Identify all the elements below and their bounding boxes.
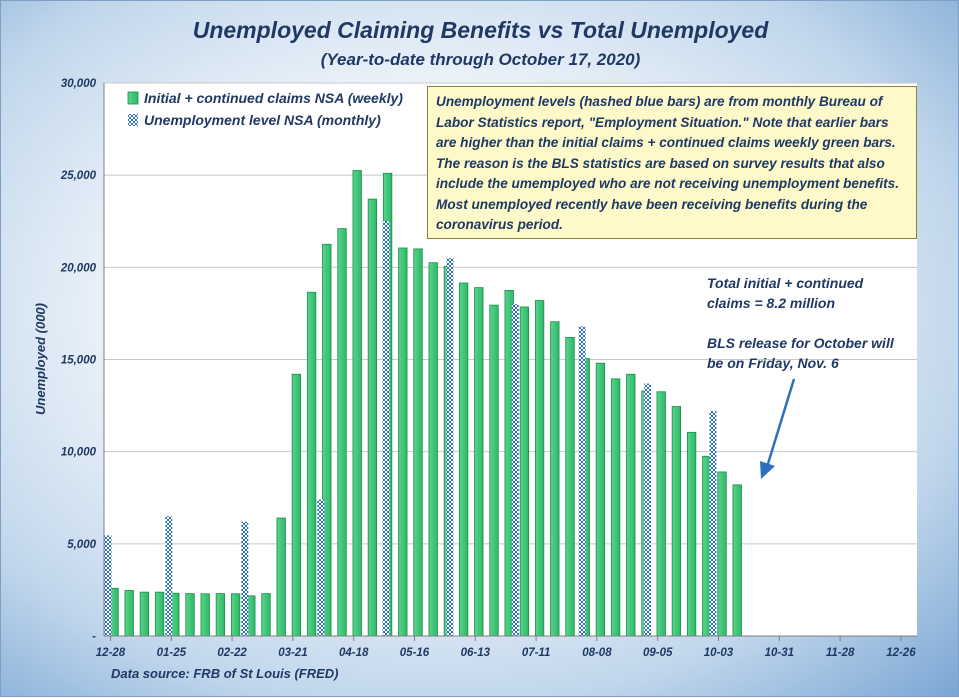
bar-claims: [398, 247, 408, 637]
bar-claims: [352, 170, 362, 637]
annotation: Total initial + continued claims = 8.2 m…: [707, 273, 907, 373]
bar-claims: [626, 373, 636, 637]
bar-claims: [291, 373, 302, 637]
y-tick-label: 30,000: [61, 78, 97, 90]
y-tick-label: 5,000: [67, 539, 96, 551]
bar-unemployment: [709, 411, 717, 636]
bar-claims: [230, 593, 241, 637]
x-tick-label: 12-28: [96, 647, 126, 659]
bar-claims: [413, 248, 423, 637]
y-tick-label: 25,000: [60, 170, 97, 182]
bar-claims: [124, 590, 134, 637]
x-tick-label: 12-26: [886, 647, 916, 659]
bar-claims: [367, 198, 378, 637]
bar-unemployment: [644, 383, 652, 636]
bar-unemployment: [165, 516, 173, 636]
legend-unemployment: Unemployment level NSA (monthly): [144, 112, 381, 128]
y-axis-label: Unemployed (000): [33, 303, 48, 415]
x-tick-label: 08-08: [582, 647, 612, 659]
bar-unemployment: [241, 521, 249, 636]
bar-claims: [458, 282, 469, 637]
x-tick-label: 05-16: [400, 647, 430, 659]
chart-subtitle: (Year-to-date through October 17, 2020): [320, 50, 641, 69]
x-tick-label: 07-11: [522, 647, 551, 659]
bar-claims: [610, 378, 621, 637]
bar-claims: [261, 593, 271, 637]
y-tick-label: 10,000: [61, 447, 97, 459]
bar-unemployment: [104, 535, 112, 636]
x-tick-label: 02-22: [217, 647, 247, 659]
bar-claims: [550, 321, 560, 637]
x-tick-label: 09-05: [643, 647, 673, 659]
bar-claims: [686, 431, 697, 637]
legend-swatch-unemployment: [128, 114, 138, 126]
bar-claims: [534, 300, 545, 637]
x-tick-label: 11-28: [826, 647, 855, 659]
y-tick-label: 20,000: [60, 262, 97, 274]
bar-claims: [185, 593, 195, 637]
y-tick-label: 15,000: [61, 355, 97, 367]
annotation-arrowhead: [760, 461, 775, 479]
bar-claims: [276, 517, 286, 637]
bar-unemployment: [382, 221, 390, 636]
bar-unemployment: [578, 326, 586, 636]
bar-unemployment: [511, 304, 519, 636]
annotation-arrow: [765, 378, 796, 468]
bar-claims: [200, 593, 210, 637]
explanation-note: Unemployment levels (hashed blue bars) a…: [427, 86, 917, 239]
annotation-release: BLS release for October will be on Frida…: [707, 335, 894, 371]
bar-claims: [337, 228, 347, 637]
bar-claims: [474, 287, 484, 637]
legend-claims: Initial + continued claims NSA (weekly): [144, 90, 403, 106]
x-tick-label: 04-18: [339, 647, 369, 659]
bar-claims: [671, 406, 682, 637]
chart-title: Unemployed Claiming Benefits vs Total Un…: [192, 17, 769, 43]
bar-claims: [717, 471, 727, 637]
bar-claims: [306, 291, 317, 637]
bar-claims: [595, 362, 606, 637]
bar-claims: [732, 484, 742, 637]
bar-claims: [154, 591, 165, 637]
bar-claims: [565, 336, 575, 637]
x-tick-label: 01-25: [157, 647, 187, 659]
bar-claims: [519, 306, 530, 637]
data-source: Data source: FRB of St Louis (FRED): [111, 666, 339, 681]
bar-claims: [428, 262, 438, 637]
bar-claims: [139, 591, 150, 637]
legend-swatch-claims: [127, 91, 139, 105]
annotation-claims: Total initial + continued claims = 8.2 m…: [707, 275, 864, 311]
bar-claims: [656, 391, 666, 637]
x-tick-label: 03-21: [278, 647, 307, 659]
bar-claims: [215, 593, 226, 637]
x-tick-label: 10-31: [765, 647, 794, 659]
bar-claims: [489, 304, 499, 637]
bar-unemployment: [317, 499, 325, 636]
y-tick-label: -: [92, 631, 96, 643]
x-tick-label: 06-13: [461, 647, 491, 659]
x-tick-label: 10-03: [704, 647, 734, 659]
bar-unemployment: [446, 258, 454, 636]
